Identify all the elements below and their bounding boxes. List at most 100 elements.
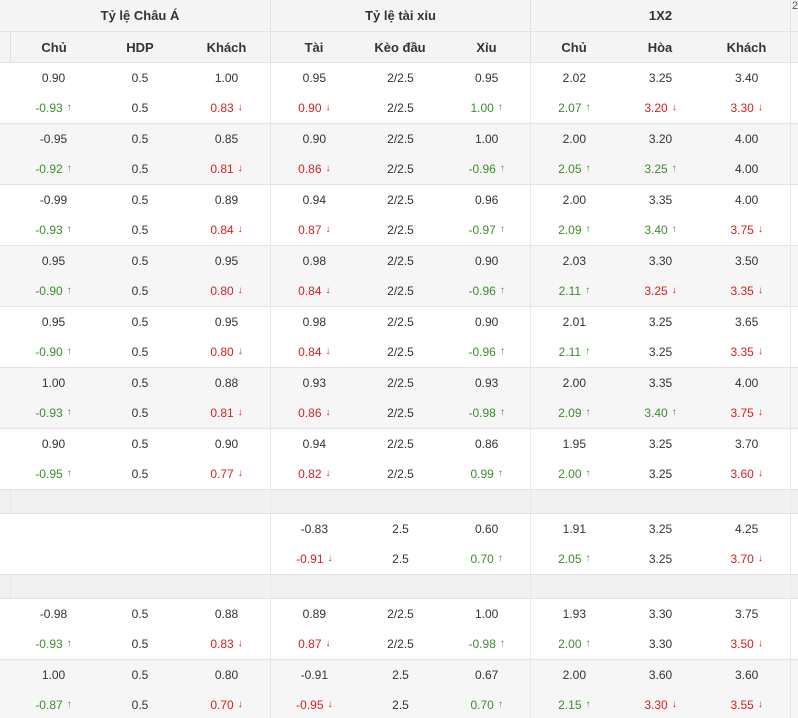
odds-value: 0.84 — [298, 345, 322, 359]
odds-value: 0.83 — [210, 101, 234, 115]
odds-value: 3.35 — [648, 193, 673, 207]
odds-value: -0.93 — [35, 101, 63, 115]
odds-cell: 3.25 ↑ — [618, 162, 704, 176]
odds-cell: 4.00 — [703, 132, 790, 146]
odds-value: 2.00 — [558, 467, 582, 481]
opening-odds-line: 0.98 2/2.5 0.90 — [271, 307, 530, 337]
odds-value: 2.02 — [562, 71, 587, 85]
odds-value: 3.60 — [648, 668, 673, 682]
odds-value: 2/2.5 — [387, 607, 414, 621]
odds-value: 1.95 — [562, 437, 587, 451]
odds-cell: 3.30 — [618, 254, 704, 268]
odds-value: 1.00 — [41, 376, 66, 390]
opening-odds-line: 0.94 2/2.5 0.86 — [271, 429, 530, 459]
odds-value: 3.25 — [648, 522, 673, 536]
live-odds-line: 2.09 ↑ 3.40 ↑ 3.75 ↓ — [531, 398, 790, 428]
odds-value: 3.30 — [730, 101, 754, 115]
arrow-down-icon: ↓ — [237, 285, 243, 296]
odds-value: 0.87 — [298, 223, 322, 237]
odds-value: 3.70 — [730, 552, 754, 566]
odds-cell: 2.5 — [358, 552, 444, 566]
live-odds-line: 0.84 ↓ 2/2.5 -0.96 ↑ — [271, 337, 530, 367]
odds-cell: 2.00 — [531, 376, 618, 390]
odds-value: 0.88 — [214, 376, 239, 390]
odds-cell: 2.03 — [531, 254, 618, 268]
1x2-section: 2.03 3.30 3.50 2.11 ↑ 3.25 ↓ 3.35 ↓ — [530, 246, 790, 306]
odds-value: 1.93 — [562, 607, 587, 621]
odds-value: 0.86 — [298, 406, 322, 420]
odds-cell: 0.84 ↓ — [271, 284, 358, 298]
1x2-section: 2.00 3.60 3.60 2.15 ↑ 3.30 ↓ 3.55 ↓ — [530, 660, 790, 718]
asian-handicap-section — [10, 514, 270, 574]
odds-cell: 0.89 — [183, 193, 270, 207]
odds-cell: 0.88 — [183, 376, 270, 390]
odds-cell: 3.25 — [618, 345, 704, 359]
asian-handicap-section: 1.00 0.5 0.80 -0.87 ↑ 0.5 0.70 ↓ — [10, 660, 270, 718]
odds-cell: 2/2.5 — [358, 101, 444, 115]
opening-odds-line: 1.00 0.5 0.80 — [10, 660, 270, 690]
odds-value: 0.93 — [302, 376, 327, 390]
arrow-up-icon: ↑ — [497, 699, 503, 710]
odds-cell: 1.00 ↑ — [443, 101, 530, 115]
odds-value: -0.96 — [468, 284, 496, 298]
odds-value: 2/2.5 — [387, 71, 414, 85]
arrow-up-icon: ↑ — [499, 407, 505, 418]
arrow-up-icon: ↑ — [66, 638, 72, 649]
odds-cell: 2.09 ↑ — [531, 406, 618, 420]
odds-value: 0.95 — [475, 71, 499, 85]
odds-value: 0.81 — [210, 162, 234, 176]
arrow-up-icon: ↑ — [585, 638, 591, 649]
arrow-up-icon: ↑ — [499, 224, 505, 235]
odds-cell: 3.35 — [618, 193, 704, 207]
odds-cell: 0.98 — [271, 254, 358, 268]
odds-cell: 3.70 ↓ — [703, 552, 790, 566]
opening-odds-line: -0.99 0.5 0.89 — [10, 185, 270, 215]
odds-value: 3.20 — [644, 101, 668, 115]
odds-cell: 0.67 — [443, 668, 530, 682]
opening-odds-line: 2.00 3.20 4.00 — [531, 124, 790, 154]
arrow-up-icon: ↑ — [671, 163, 677, 174]
odds-cell: 4.00 — [703, 162, 790, 176]
odds-cell: 3.35 ↓ — [703, 345, 790, 359]
odds-value: 2/2.5 — [387, 315, 414, 329]
live-odds-line: 0.86 ↓ 2/2.5 -0.98 ↑ — [271, 398, 530, 428]
arrow-down-icon: ↓ — [327, 553, 333, 564]
odds-value: -0.98 — [468, 637, 496, 651]
odds-cell: 0.5 — [97, 668, 183, 682]
odds-value: 0.70 — [210, 698, 234, 712]
odds-cell: 1.93 — [531, 607, 618, 621]
arrow-up-icon: ↑ — [585, 102, 591, 113]
odds-value: 2.00 — [558, 637, 582, 651]
odds-value: 3.75 — [735, 607, 759, 621]
arrow-down-icon: ↓ — [327, 699, 333, 710]
odds-value: 2/2.5 — [387, 223, 414, 237]
arrow-down-icon: ↓ — [325, 468, 331, 479]
arrow-up-icon: ↑ — [585, 224, 591, 235]
odds-value: -0.93 — [35, 223, 63, 237]
over-under-section: 0.90 2/2.5 1.00 0.86 ↓ 2/2.5 -0.96 ↑ — [270, 124, 530, 184]
odds-cell: 0.86 — [443, 437, 530, 451]
odds-value: 2/2.5 — [387, 162, 414, 176]
odds-value: 2/2.5 — [387, 437, 414, 451]
odds-cell: 0.5 — [97, 406, 183, 420]
odds-value: 2/2.5 — [387, 467, 414, 481]
odds-cell: 1.00 — [10, 668, 97, 682]
odds-cell: 3.25 — [618, 522, 704, 536]
odds-value: 2.11 — [558, 284, 582, 298]
opening-odds-line: 2.00 3.60 3.60 — [531, 660, 790, 690]
odds-value: 0.80 — [210, 284, 234, 298]
arrow-up-icon: ↑ — [585, 468, 591, 479]
live-odds-line: 2.11 ↑ 3.25 ↓ 3.35 ↓ — [531, 276, 790, 306]
odds-cell: 0.90 ↓ — [271, 101, 358, 115]
arrow-up-icon: ↑ — [499, 346, 505, 357]
asian-handicap-section: -0.95 0.5 0.85 -0.92 ↑ 0.5 0.81 ↓ — [10, 124, 270, 184]
odds-value: 3.30 — [644, 698, 668, 712]
odds-cell: 2.09 ↑ — [531, 223, 618, 237]
odds-value: 2/2.5 — [387, 132, 414, 146]
odds-cell: 2.5 — [358, 698, 444, 712]
odds-value: 0.5 — [131, 607, 149, 621]
arrow-up-icon: ↑ — [585, 285, 591, 296]
odds-value: 0.5 — [131, 437, 149, 451]
odds-value: -0.93 — [35, 406, 63, 420]
odds-cell: 0.94 — [271, 193, 358, 207]
